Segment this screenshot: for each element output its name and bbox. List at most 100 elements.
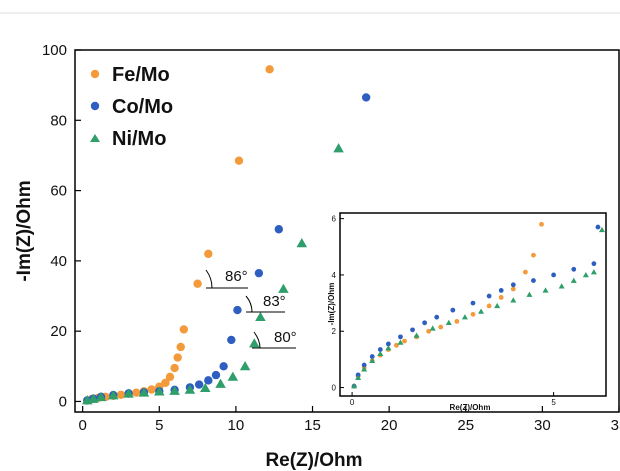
- inset-point-co-mo-14: [510, 282, 516, 288]
- inset-point-ni-mo-16: [558, 283, 565, 289]
- point-co-mo-9: [194, 380, 204, 389]
- point-co-mo-15: [254, 268, 264, 278]
- point-ni-mo-11: [227, 371, 239, 381]
- inset-y-axis-title: -Im(Z)/Ohm: [327, 283, 336, 326]
- inset-point-co-mo-12: [486, 293, 492, 299]
- inset-point-ni-mo-2: [361, 366, 368, 372]
- inset-point-co-mo-8: [422, 320, 428, 326]
- angle-annotation-co-mo: 83°: [245, 293, 286, 313]
- inset-y-tick-label-2: 2: [332, 327, 337, 336]
- inset-y-tick-label-0: 0: [332, 384, 337, 393]
- angle-arc-co-mo: [245, 295, 253, 313]
- angle-label-co-mo: 83°: [263, 293, 286, 310]
- inset-point-fe-mo-10: [438, 324, 444, 330]
- point-ni-mo-1: [88, 393, 99, 403]
- point-fe-mo-12: [165, 372, 175, 382]
- legend-marker-ni-mo: [90, 134, 100, 142]
- x-tick-label-35: 35: [611, 417, 620, 434]
- point-fe-mo-17: [193, 279, 202, 288]
- x-tick-label-5: 5: [155, 417, 163, 434]
- inset-axis-ticks: 0 5 0 2 4 6: [332, 215, 557, 407]
- x-tick-label-25: 25: [457, 417, 474, 434]
- main-axis-ticks: 05101520253035020406080100: [42, 42, 620, 434]
- legend-label-fe-mo: Fe/Mo: [112, 64, 170, 86]
- inset-point-ni-mo-17: [570, 277, 577, 283]
- point-ni-mo-13: [249, 338, 260, 348]
- inset-point-co-mo-13: [498, 288, 504, 293]
- legend-label-co-mo: Co/Mo: [112, 96, 173, 118]
- inset-x-tick-label-0: 0: [350, 398, 355, 407]
- inset-data-points: [351, 221, 605, 389]
- inset-point-fe-mo-11: [454, 318, 460, 324]
- angle-annotations: 86° 83° 80°: [205, 268, 297, 349]
- point-fe-mo-7: [132, 388, 141, 397]
- point-ni-mo-8: [184, 384, 196, 394]
- inset-point-co-mo-6: [398, 334, 403, 340]
- inset-point-co-mo-7: [410, 327, 415, 333]
- inset-point-fe-mo-9: [426, 328, 432, 334]
- x-axis-title: Re(Z)/Ohm: [265, 450, 362, 471]
- x-tick-label-20: 20: [381, 417, 398, 434]
- point-fe-mo-20: [265, 65, 274, 74]
- inset-point-co-mo-4: [377, 347, 383, 352]
- y-tick-label-20: 20: [50, 323, 67, 340]
- angle-arc-fe-mo: [205, 269, 213, 289]
- inset-point-co-mo-16: [551, 272, 557, 278]
- inset-point-fe-mo-15: [510, 286, 516, 292]
- point-ni-mo-17: [333, 143, 344, 153]
- inset-point-ni-mo-15: [542, 287, 549, 293]
- inset-point-ni-mo-3: [369, 357, 376, 364]
- inset-point-co-mo-11: [470, 300, 476, 306]
- inset-point-ni-mo-1: [355, 374, 362, 380]
- point-ni-mo-6: [154, 386, 165, 396]
- inset-point-fe-mo-18: [539, 221, 544, 227]
- point-fe-mo-19: [234, 156, 244, 165]
- point-ni-mo-16: [296, 238, 308, 248]
- inset-point-ni-mo-0: [351, 383, 358, 389]
- inset-point-ni-mo-6: [397, 339, 404, 345]
- inset-point-ni-mo-10: [461, 314, 468, 320]
- point-fe-mo-16: [179, 325, 188, 334]
- angle-annotation-fe-mo: 86°: [205, 268, 248, 289]
- main-data-points: [82, 65, 371, 405]
- point-ni-mo-5: [138, 387, 150, 397]
- inset-point-co-mo-3: [369, 354, 375, 359]
- inset-point-co-mo-9: [434, 314, 440, 320]
- point-co-mo-10: [204, 376, 213, 385]
- inset-point-co-mo-15: [531, 278, 536, 283]
- inset-point-co-mo-2: [361, 362, 367, 368]
- point-ni-mo-10: [215, 378, 226, 388]
- point-ni-mo-9: [200, 382, 211, 393]
- point-co-mo-13: [227, 335, 236, 345]
- point-ni-mo-4: [123, 388, 134, 398]
- inset-point-ni-mo-19: [590, 269, 597, 275]
- inset-point-ni-mo-20: [598, 226, 605, 233]
- point-fe-mo-18: [204, 249, 213, 259]
- y-tick-label-40: 40: [50, 253, 67, 270]
- inset-x-axis-title: Re(Z)/Ohm: [450, 403, 491, 412]
- point-co-mo-17: [361, 93, 371, 102]
- inset-point-ni-mo-13: [510, 297, 517, 303]
- point-fe-mo-9: [147, 385, 156, 394]
- point-fe-mo-13: [170, 363, 179, 373]
- inset-point-ni-mo-7: [413, 332, 420, 338]
- inset-point-fe-mo-17: [531, 252, 536, 258]
- y-tick-label-0: 0: [59, 393, 67, 410]
- x-tick-label-10: 10: [228, 417, 245, 434]
- inset-point-co-mo-17: [571, 266, 577, 272]
- inset-point-ni-mo-11: [478, 308, 485, 314]
- inset-point-ni-mo-4: [377, 350, 384, 357]
- inset-point-ni-mo-14: [526, 291, 533, 297]
- angle-label-fe-mo: 86°: [225, 268, 248, 285]
- y-tick-label-100: 100: [42, 42, 67, 59]
- point-ni-mo-15: [278, 283, 289, 293]
- legend-marker-fe-mo: [90, 69, 100, 79]
- y-axis-title: -Im(Z)/Ohm: [14, 180, 35, 281]
- point-ni-mo-3: [108, 390, 119, 400]
- angle-annotation-ni-mo: 80°: [252, 329, 297, 349]
- inset-point-fe-mo-6: [394, 342, 399, 348]
- legend-marker-co-mo: [90, 101, 100, 111]
- inset-point-fe-mo-12: [470, 311, 476, 317]
- point-co-mo-14: [233, 305, 242, 315]
